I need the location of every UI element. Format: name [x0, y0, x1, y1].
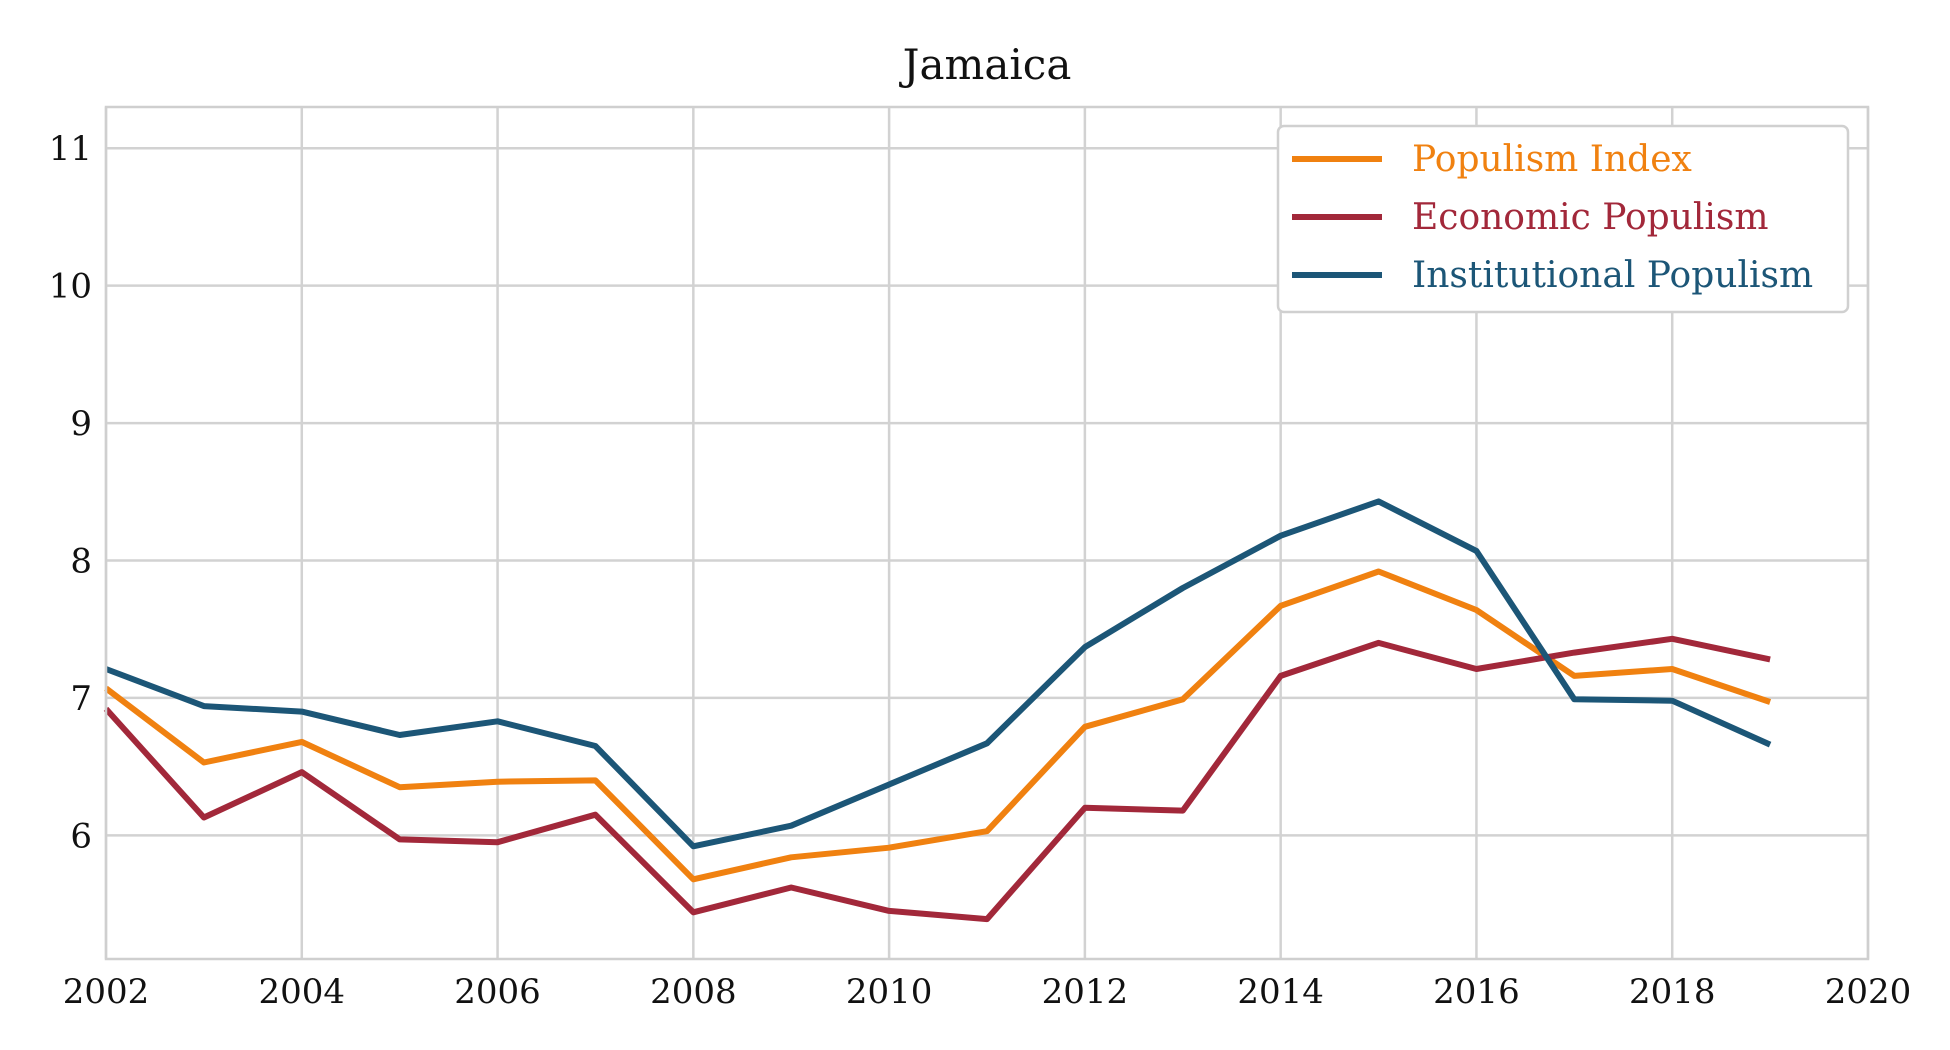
legend-label-economic-populism: Economic Populism [1412, 197, 1769, 238]
x-tick-label: 2014 [1237, 972, 1324, 1012]
y-tick-label: 8 [70, 541, 92, 581]
y-tick-label: 6 [70, 816, 92, 856]
grid [104, 107, 1870, 959]
y-tick-label: 10 [49, 267, 92, 307]
x-tick-label: 2002 [63, 972, 150, 1012]
series-line-populism-index [104, 568, 1772, 883]
legend-label-populism-index: Populism Index [1412, 139, 1692, 180]
series-line-economic-populism [103, 635, 1771, 923]
y-tick-label: 9 [70, 404, 92, 444]
legend: Populism Index Economic Populism Instituti… [1276, 124, 1850, 314]
series-line-institutional-populism [104, 498, 1772, 850]
y-tick-label: 7 [70, 679, 92, 719]
x-tick-label: 2008 [650, 972, 737, 1012]
legend-box [1276, 124, 1850, 314]
series-lines [103, 498, 1772, 923]
legend-label-institutional-populism: Institutional Populism [1412, 255, 1813, 296]
x-axis-ticks: 2002 2004 2006 2008 2010 2012 2014 2016 2018 2020 [63, 972, 1912, 1012]
x-tick-label: 2016 [1433, 972, 1520, 1012]
chart-title: Jamaica [899, 40, 1072, 89]
x-tick-label: 2006 [454, 972, 541, 1012]
x-tick-label: 2020 [1825, 972, 1912, 1012]
y-tick-label: 11 [49, 129, 92, 169]
x-tick-label: 2010 [846, 972, 933, 1012]
plot-frame [104, 105, 1870, 961]
y-axis-ticks: 6 7 8 9 10 11 [49, 129, 92, 856]
x-tick-label: 2012 [1042, 972, 1129, 1012]
x-tick-label: 2004 [259, 972, 346, 1012]
x-tick-label: 2018 [1629, 972, 1716, 1012]
